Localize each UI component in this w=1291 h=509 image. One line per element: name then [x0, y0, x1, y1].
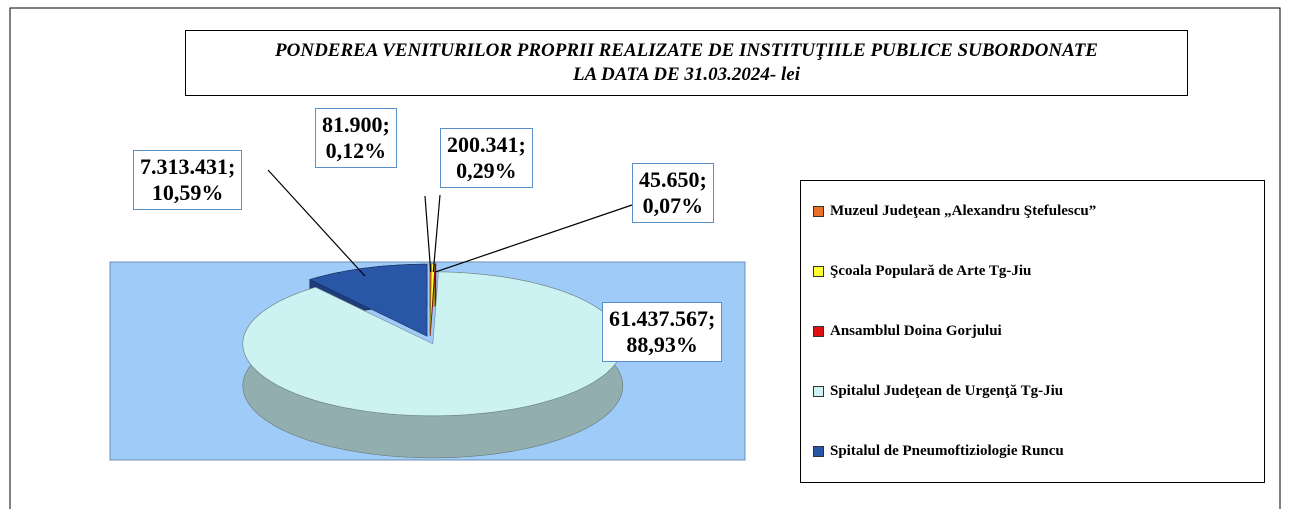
- leader-line: [267, 169, 366, 277]
- legend-swatch: [813, 266, 824, 277]
- title-line: PONDEREA VENITURILOR PROPRII REALIZATE D…: [275, 40, 1098, 61]
- legend-swatch: [813, 446, 824, 457]
- legend: Muzeul Judeţean „Alexandru Ştefulescu” Şc…: [800, 180, 1265, 483]
- leader-line: [435, 204, 633, 273]
- data-label: 61.437.567; 88,93%: [602, 302, 723, 362]
- legend-item: Ansamblul Doina Gorjului: [813, 323, 1002, 340]
- legend-label: Ansamblul Doina Gorjului: [830, 323, 1002, 339]
- legend-label: Şcoala Populară de Arte Tg-Jiu: [830, 263, 1032, 279]
- title-line: LA DATA DE 31.03.2024- lei: [573, 64, 800, 85]
- data-label: 81.900; 0,12%: [315, 108, 397, 168]
- legend-swatch: [813, 206, 824, 217]
- legend-label: Spitalul Judeţean de Urgenţă Tg-Jiu: [830, 383, 1064, 399]
- data-label: 200.341; 0,29%: [440, 128, 533, 188]
- legend-label: Spitalul de Pneumoftiziologie Runcu: [830, 443, 1064, 459]
- legend-label: Muzeul Judeţean „Alexandru Ştefulescu”: [830, 203, 1097, 219]
- slice: [308, 263, 428, 337]
- slice: [242, 271, 624, 417]
- legend-item: Spitalul Judeţean de Urgenţă Tg-Jiu: [813, 383, 1063, 400]
- legend-item: Şcoala Populară de Arte Tg-Jiu: [813, 263, 1031, 280]
- legend-item: Muzeul Judeţean „Alexandru Ştefulescu”: [813, 203, 1096, 220]
- data-label: 7.313.431; 10,59%: [133, 150, 243, 210]
- legend-item: Spitalul de Pneumoftiziologie Runcu: [813, 443, 1064, 460]
- chart-title: PONDEREA VENITURILOR PROPRII REALIZATE D…: [185, 30, 1188, 96]
- legend-swatch: [813, 326, 824, 337]
- slice: [429, 263, 437, 336]
- data-label: 45.650; 0,07%: [632, 163, 714, 223]
- leader-line: [424, 195, 432, 272]
- legend-swatch: [813, 386, 824, 397]
- leader-line: [432, 194, 441, 273]
